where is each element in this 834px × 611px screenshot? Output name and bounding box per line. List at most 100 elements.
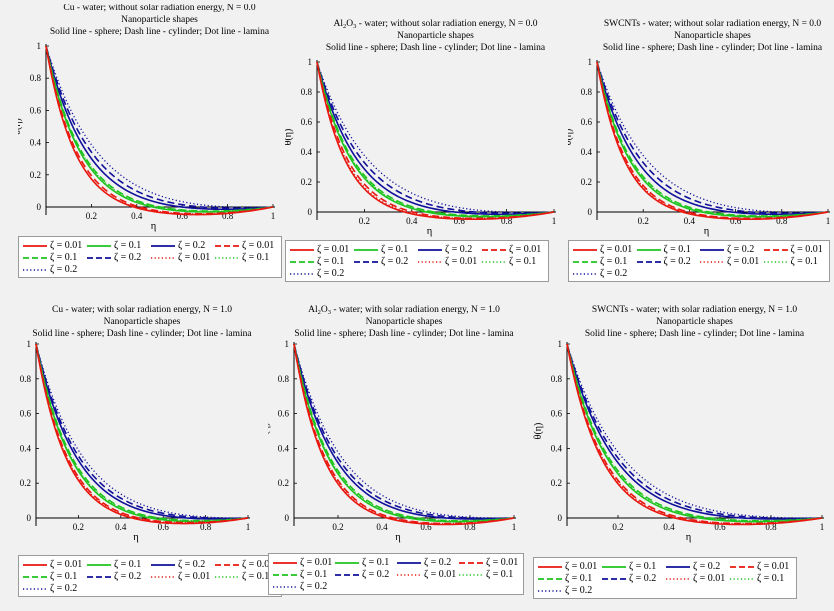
y-tick-label: 0.2 [278, 478, 289, 488]
legend-label: ζ = 0.01 [242, 240, 275, 251]
legend-swatch [215, 244, 239, 247]
legend-entry: ζ = 0.1 [482, 256, 544, 267]
legend-entry: ζ = 0.2 [151, 559, 213, 570]
legend-label: ζ = 0.1 [362, 557, 390, 568]
legend-label: ζ = 0.01 [790, 244, 823, 255]
legend-swatch [602, 565, 626, 568]
legend-swatch [23, 256, 47, 259]
y-tick-label: 0.2 [301, 177, 312, 187]
legend: ζ = 0.01 ζ = 0.1 ζ = 0.2 ζ = 0.01 ζ = 0.1 ζ =… [285, 240, 549, 282]
y-tick-label: 0.6 [30, 105, 42, 115]
legend-swatch [290, 248, 314, 251]
x-tick-label: 0.8 [765, 522, 777, 532]
legend-entry: ζ = 0.01 [459, 557, 519, 568]
legend-entry: ζ = 0.1 [335, 557, 395, 568]
legend-entry: ζ = 0.2 [335, 569, 395, 580]
legend-entry: ζ = 0.01 [482, 244, 544, 255]
legend-entry: ζ = 0.1 [23, 252, 85, 263]
legend-swatch [273, 573, 297, 576]
x-tick-label: 0.2 [638, 216, 649, 226]
y-tick-label: 0.8 [301, 87, 313, 97]
legend-label: ζ = 0.2 [424, 557, 452, 568]
curve-zeta-0.2-cylinder [596, 61, 829, 215]
x-tick-label: 0.2 [612, 522, 623, 532]
legend-swatch [335, 573, 359, 576]
y-tick-label: 0.4 [30, 138, 42, 148]
legend-entry: ζ = 0.2 [23, 583, 85, 594]
legend-entry: ζ = 0.01 [573, 244, 635, 255]
chart-panel-p3: SWCNTs - water; without solar radiation … [568, 4, 832, 282]
curve-zeta-0.2-lamina [316, 61, 555, 214]
legend-swatch [215, 563, 239, 566]
legend-label: ζ = 0.2 [178, 559, 206, 570]
curve-zeta-0.1-lamina [566, 343, 823, 522]
legend-swatch [151, 563, 175, 566]
chart-subtitle-lines: Solid line - sphere; Dash line - cylinde… [326, 43, 546, 53]
curve-zeta-0.2-lamina [35, 343, 249, 519]
y-tick-label: 0.8 [551, 374, 563, 384]
legend-entry: ζ = 0.2 [151, 240, 213, 251]
legend-label: ζ = 0.01 [565, 561, 598, 572]
x-axis-label: η [427, 226, 433, 237]
curve-zeta-0.1-cylinder [316, 61, 555, 217]
curve-zeta-0.1-cylinder [45, 45, 274, 212]
curve-zeta-0.01-cylinder [35, 343, 249, 524]
legend-swatch [538, 589, 562, 592]
legend-label: ζ = 0.1 [50, 252, 78, 263]
legend-label: ζ = 0.01 [727, 256, 760, 267]
chart-subtitle-lines: Solid line - sphere; Dash line - cylinde… [32, 329, 252, 339]
legend-swatch [151, 575, 175, 578]
y-tick-label: 0 [285, 513, 290, 523]
x-tick-label: 0.8 [222, 211, 234, 221]
chart-panel-p5: Al2O3 - water; with solar radiation ener… [268, 295, 566, 611]
legend-swatch [273, 561, 297, 564]
legend-entry: ζ = 0.01 [538, 561, 600, 572]
legend-entry: ζ = 0.1 [23, 571, 85, 582]
curve-zeta-0.01-lamina [293, 343, 515, 525]
legend-entry: ζ = 0.1 [273, 569, 333, 580]
legend-swatch [700, 260, 724, 263]
legend-label: ζ = 0.1 [509, 256, 537, 267]
legend-swatch [418, 260, 442, 263]
curve-zeta-0.2-sphere [35, 343, 249, 520]
y-tick-label: 0.2 [20, 478, 31, 488]
x-tick-label: 0.4 [684, 216, 696, 226]
legend-swatch [573, 248, 597, 251]
x-tick-label: 0.2 [332, 522, 343, 532]
legend-swatch [397, 573, 421, 576]
curve-zeta-0.1-sphere [566, 343, 823, 523]
x-tick-label: 0.2 [359, 216, 370, 226]
legend-entry: ζ = 0.1 [459, 569, 519, 580]
x-axis-label: η [704, 226, 710, 237]
legend-entry: ζ = 0.2 [666, 561, 728, 572]
chart-title: SWCNTs - water; without solar radiation … [604, 19, 822, 29]
x-tick-label: 1 [512, 522, 517, 532]
legend-swatch [335, 561, 359, 564]
y-axis-label: θ(η) [18, 118, 23, 135]
x-tick-label: 0.6 [730, 216, 742, 226]
y-axis-label: θ(η) [268, 423, 271, 440]
y-tick-label: 1 [588, 57, 593, 67]
chart-svg: Al2O3 - water; with solar radiation ener… [268, 305, 517, 543]
y-tick-label: 0 [558, 513, 563, 523]
legend-swatch [87, 244, 111, 247]
legend-swatch [397, 561, 421, 564]
chart-subtitle-shapes: Nanoparticle shapes [656, 317, 733, 327]
chart-subtitle-shapes: Nanoparticle shapes [121, 15, 198, 25]
legend: ζ = 0.01 ζ = 0.1 ζ = 0.2 ζ = 0.01 ζ = 0.1 ζ =… [18, 236, 282, 278]
x-tick-label: 1 [552, 216, 557, 226]
legend: ζ = 0.01 ζ = 0.1 ζ = 0.2 ζ = 0.01 ζ = 0.1 ζ =… [268, 553, 524, 595]
legend-swatch [666, 565, 690, 568]
chart-panel-p6: SWCNTs - water; with solar radiation ene… [533, 295, 833, 611]
y-tick-label: 0 [37, 202, 42, 212]
y-tick-label: 0 [308, 207, 313, 217]
chart-svg: SWCNTs - water; with solar radiation ene… [533, 305, 824, 543]
y-tick-label: 0.4 [20, 443, 32, 453]
chart-title: Cu - water; with solar radiation energy,… [52, 305, 232, 315]
legend-label: ζ = 0.01 [424, 569, 457, 580]
x-tick-label: 0.4 [115, 522, 127, 532]
legend-swatch [418, 248, 442, 251]
curve-zeta-0.01-sphere [45, 45, 274, 216]
y-axis-label: θ(η) [285, 129, 294, 146]
legend-label: ζ = 0.1 [114, 240, 142, 251]
